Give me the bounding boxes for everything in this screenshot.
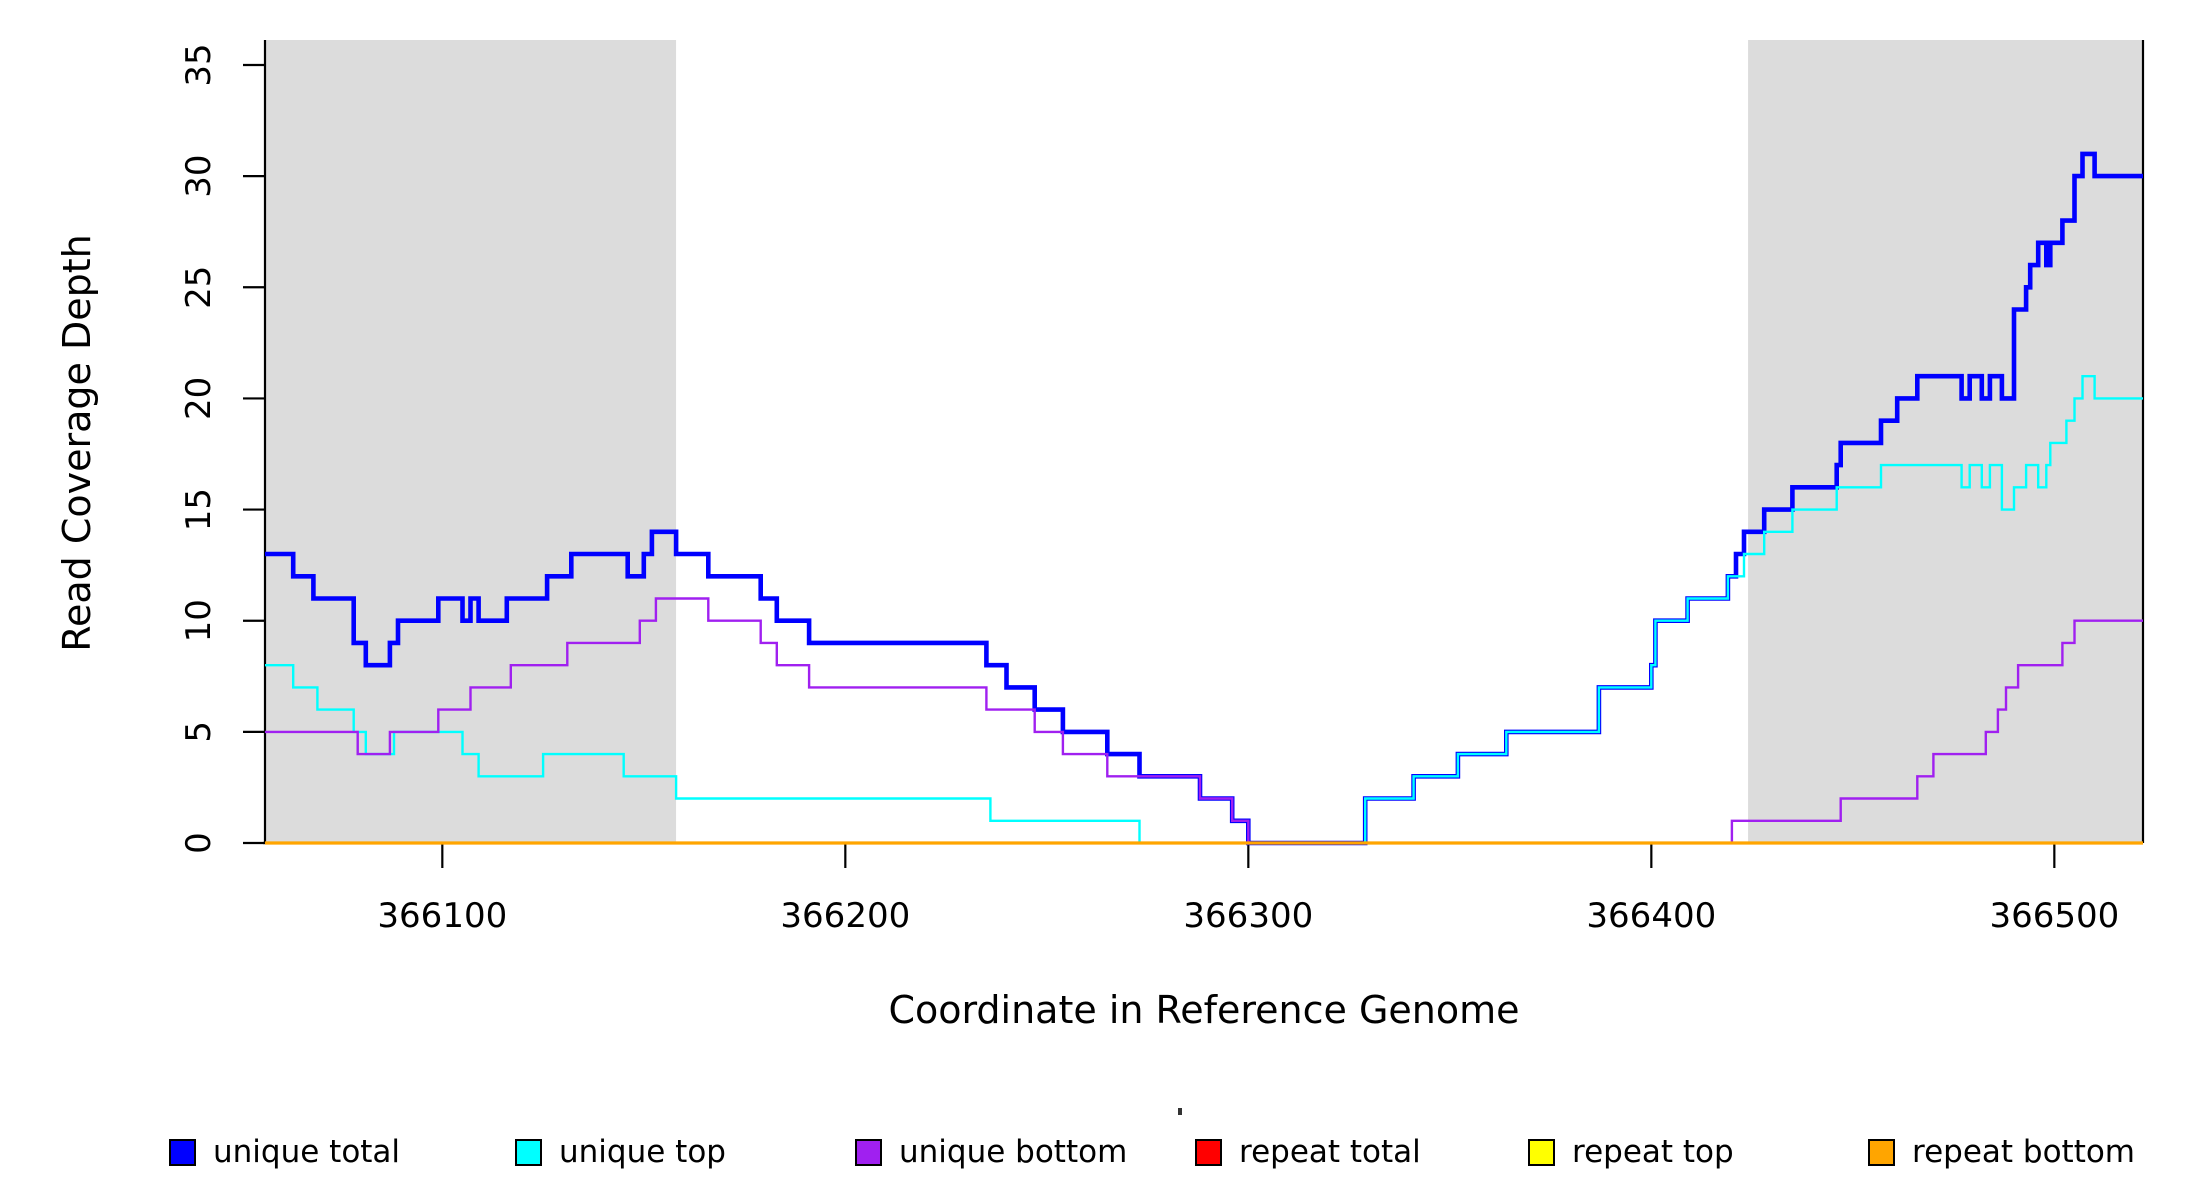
x-tick-label: 366500 (1989, 896, 2119, 936)
stray-mark (1178, 1108, 1182, 1115)
y-tick-label: 5 (179, 721, 219, 743)
x-tick-label: 366200 (780, 896, 910, 936)
y-tick-label: 35 (179, 43, 219, 86)
y-tick-label: 15 (179, 488, 219, 531)
x-axis-title: Coordinate in Reference Genome (888, 988, 1520, 1032)
shaded-region-1 (265, 40, 677, 843)
y-tick-label: 30 (179, 155, 219, 198)
y-tick-label: 10 (179, 599, 219, 642)
y-tick-label: 25 (179, 266, 219, 309)
x-tick-label: 366100 (377, 896, 507, 936)
y-tick-label: 20 (179, 377, 219, 420)
x-tick-label: 366300 (1183, 896, 1313, 936)
series-line-unique-bottom (265, 597, 2143, 845)
y-axis-title: Read Coverage Depth (55, 234, 99, 652)
series-line-unique-top (265, 375, 2143, 845)
x-tick-label: 366400 (1586, 896, 1716, 936)
y-tick-label: 0 (179, 832, 219, 854)
